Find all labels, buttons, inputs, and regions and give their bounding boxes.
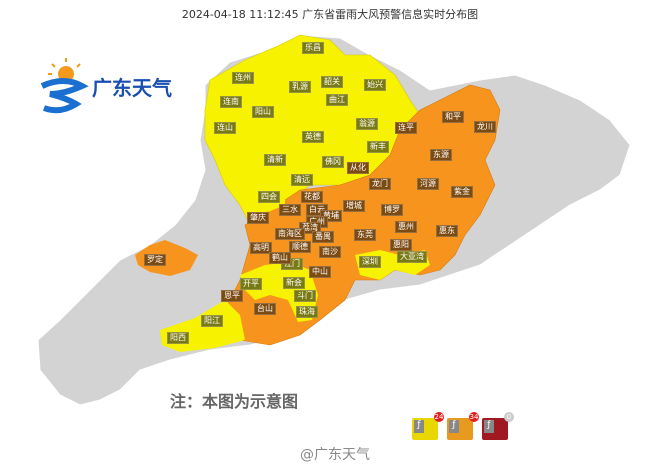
region-label: 惠州	[395, 221, 417, 233]
region-label: 从化	[347, 162, 369, 174]
warning-count: 0	[504, 412, 514, 422]
region-label: 连平	[395, 122, 417, 134]
warning-count: 24	[434, 412, 444, 422]
region-label: 大亚湾	[397, 251, 427, 263]
region-label: 罗定	[144, 254, 166, 266]
region-label: 南沙	[319, 246, 341, 258]
watermark: @广东天气	[300, 447, 370, 463]
region-label: 恩平	[221, 290, 243, 302]
region-label: 斗门	[294, 290, 316, 302]
warning-badge-orange[interactable]: ƒ 34	[447, 412, 479, 440]
region-label: 增城	[343, 200, 365, 212]
region-label: 中山	[309, 266, 331, 278]
wind-warning-icon: ƒ	[449, 420, 459, 433]
region-label: 博罗	[381, 204, 403, 216]
region-label: 始兴	[364, 79, 386, 91]
region-label: 乐昌	[302, 42, 324, 54]
region-label: 连山	[214, 122, 236, 134]
region-label: 四会	[258, 191, 280, 203]
region-label: 三水	[279, 204, 301, 216]
region-label: 龙门	[369, 178, 391, 190]
region-label: 英德	[302, 131, 324, 143]
orange-zone-luoding	[135, 240, 198, 276]
region-label: 乳源	[289, 81, 311, 93]
warning-badge-yellow[interactable]: ƒ 24	[412, 412, 444, 440]
region-label: 番禺	[312, 231, 334, 243]
region-label: 鹤山	[269, 252, 291, 264]
region-label: 清新	[264, 154, 286, 166]
wind-warning-icon: ƒ	[414, 420, 424, 433]
region-label: 开平	[240, 278, 262, 290]
region-label: 肇庆	[247, 212, 269, 224]
region-label: 河源	[417, 178, 439, 190]
region-label: 东莞	[354, 229, 376, 241]
region-label: 阳西	[167, 332, 189, 344]
region-label: 连州	[232, 72, 254, 84]
warning-count: 34	[469, 412, 479, 422]
region-label: 紫金	[451, 186, 473, 198]
region-label: 台山	[254, 303, 276, 315]
region-label: 深圳	[359, 256, 381, 268]
region-label: 高明	[250, 242, 272, 254]
region-label: 和平	[442, 111, 464, 123]
region-label: 连南	[220, 96, 242, 108]
region-label: 顺德	[289, 241, 311, 253]
region-label: 珠海	[296, 306, 318, 318]
region-label: 清远	[291, 174, 313, 186]
region-label: 翁源	[356, 118, 378, 130]
region-label: 阳江	[201, 315, 223, 327]
map-note: 注：本图为示意图	[170, 392, 299, 411]
region-label: 佛冈	[322, 156, 344, 168]
region-label: 花都	[301, 191, 323, 203]
logo-icon	[36, 58, 92, 120]
region-label: 惠阳	[390, 239, 412, 251]
wind-warning-icon: ƒ	[484, 420, 494, 433]
region-label: 惠东	[436, 225, 458, 237]
region-label: 龙川	[474, 121, 496, 133]
region-label: 曲江	[326, 94, 348, 106]
logo-text: 广东天气	[92, 76, 172, 100]
region-label: 南海区	[275, 228, 305, 240]
region-label: 阳山	[252, 106, 274, 118]
map-title: 2024-04-18 11:12:45 广东省雷雨大风预警信息实时分布图	[181, 8, 479, 21]
region-label: 新丰	[367, 141, 389, 153]
region-label: 韶关	[321, 76, 343, 88]
region-label: 新会	[283, 277, 305, 289]
region-label: 东源	[430, 149, 452, 161]
